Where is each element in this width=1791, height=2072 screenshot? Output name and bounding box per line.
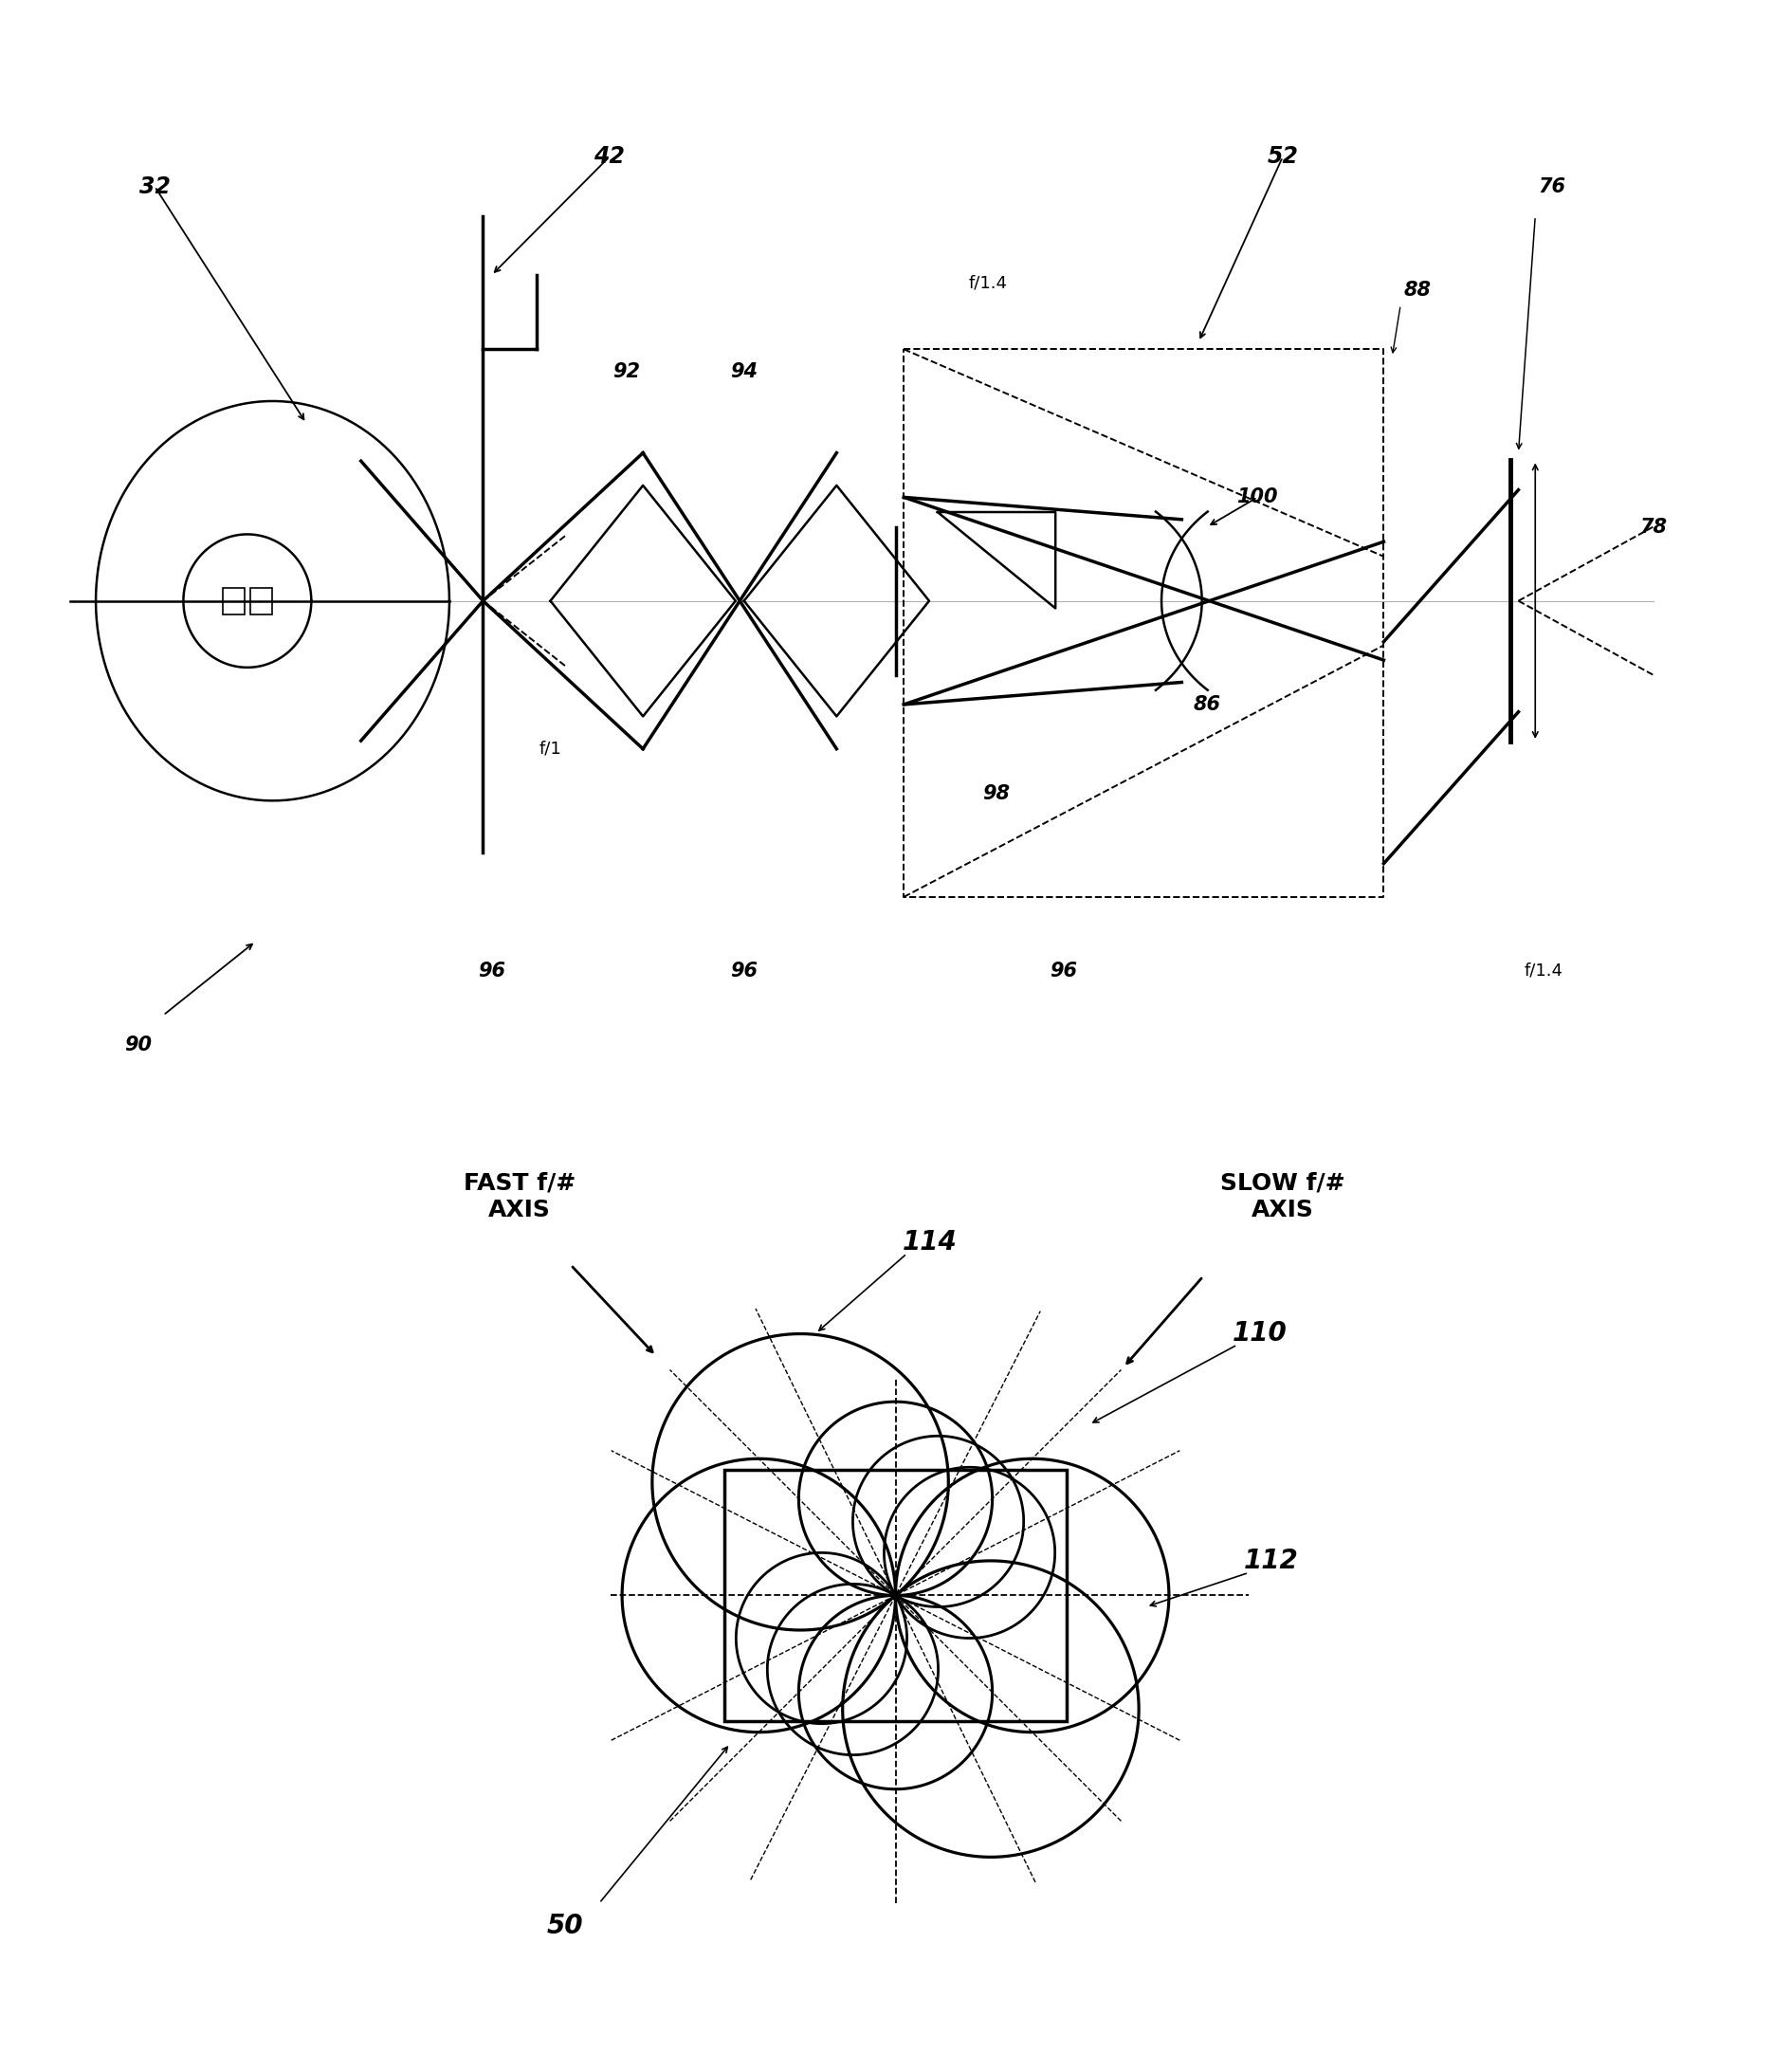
- Text: 32: 32: [140, 176, 170, 197]
- Text: 96: 96: [478, 961, 505, 980]
- Bar: [725, 1471, 1066, 1720]
- Text: 86: 86: [1193, 694, 1221, 715]
- Text: f/1.4: f/1.4: [969, 274, 1008, 292]
- Bar: [222, 588, 245, 613]
- Text: 52: 52: [1266, 145, 1298, 168]
- Text: 96: 96: [1050, 961, 1078, 980]
- Text: 78: 78: [1639, 518, 1667, 537]
- Text: 76: 76: [1538, 176, 1565, 197]
- Text: 98: 98: [983, 783, 1010, 802]
- Text: f/1.4: f/1.4: [1524, 961, 1564, 980]
- Text: 50: 50: [546, 1912, 584, 1939]
- Text: 92: 92: [613, 363, 639, 381]
- Text: 88: 88: [1404, 280, 1431, 300]
- Text: 110: 110: [1232, 1320, 1288, 1347]
- Text: 90: 90: [124, 1036, 152, 1055]
- Bar: [251, 588, 272, 613]
- Text: 96: 96: [731, 961, 758, 980]
- Text: 114: 114: [903, 1229, 956, 1256]
- Text: 42: 42: [593, 145, 625, 168]
- Text: f/1: f/1: [539, 740, 562, 758]
- Text: 94: 94: [731, 363, 758, 381]
- Text: SLOW f/#
AXIS: SLOW f/# AXIS: [1220, 1173, 1345, 1220]
- Text: FAST f/#
AXIS: FAST f/# AXIS: [464, 1173, 575, 1220]
- Text: 100: 100: [1238, 487, 1279, 508]
- Text: 112: 112: [1245, 1548, 1298, 1575]
